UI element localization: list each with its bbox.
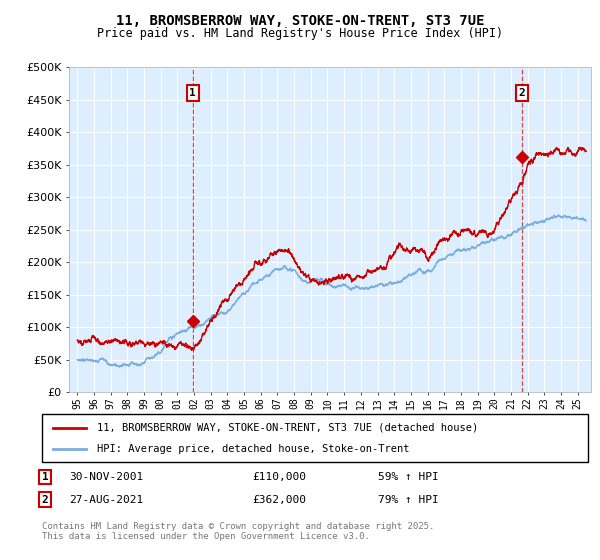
Text: 1: 1 <box>190 88 196 98</box>
Text: HPI: Average price, detached house, Stoke-on-Trent: HPI: Average price, detached house, Stok… <box>97 444 409 454</box>
Text: Price paid vs. HM Land Registry's House Price Index (HPI): Price paid vs. HM Land Registry's House … <box>97 27 503 40</box>
Text: 1: 1 <box>41 472 49 482</box>
Text: 59% ↑ HPI: 59% ↑ HPI <box>378 472 439 482</box>
Text: 27-AUG-2021: 27-AUG-2021 <box>69 494 143 505</box>
Text: 11, BROMSBERROW WAY, STOKE-ON-TRENT, ST3 7UE: 11, BROMSBERROW WAY, STOKE-ON-TRENT, ST3… <box>116 14 484 28</box>
Text: £362,000: £362,000 <box>252 494 306 505</box>
FancyBboxPatch shape <box>42 414 588 462</box>
Text: 2: 2 <box>518 88 525 98</box>
Text: Contains HM Land Registry data © Crown copyright and database right 2025.
This d: Contains HM Land Registry data © Crown c… <box>42 522 434 542</box>
Text: £110,000: £110,000 <box>252 472 306 482</box>
Text: 79% ↑ HPI: 79% ↑ HPI <box>378 494 439 505</box>
Text: 2: 2 <box>41 494 49 505</box>
Text: 30-NOV-2001: 30-NOV-2001 <box>69 472 143 482</box>
Text: 11, BROMSBERROW WAY, STOKE-ON-TRENT, ST3 7UE (detached house): 11, BROMSBERROW WAY, STOKE-ON-TRENT, ST3… <box>97 423 478 433</box>
